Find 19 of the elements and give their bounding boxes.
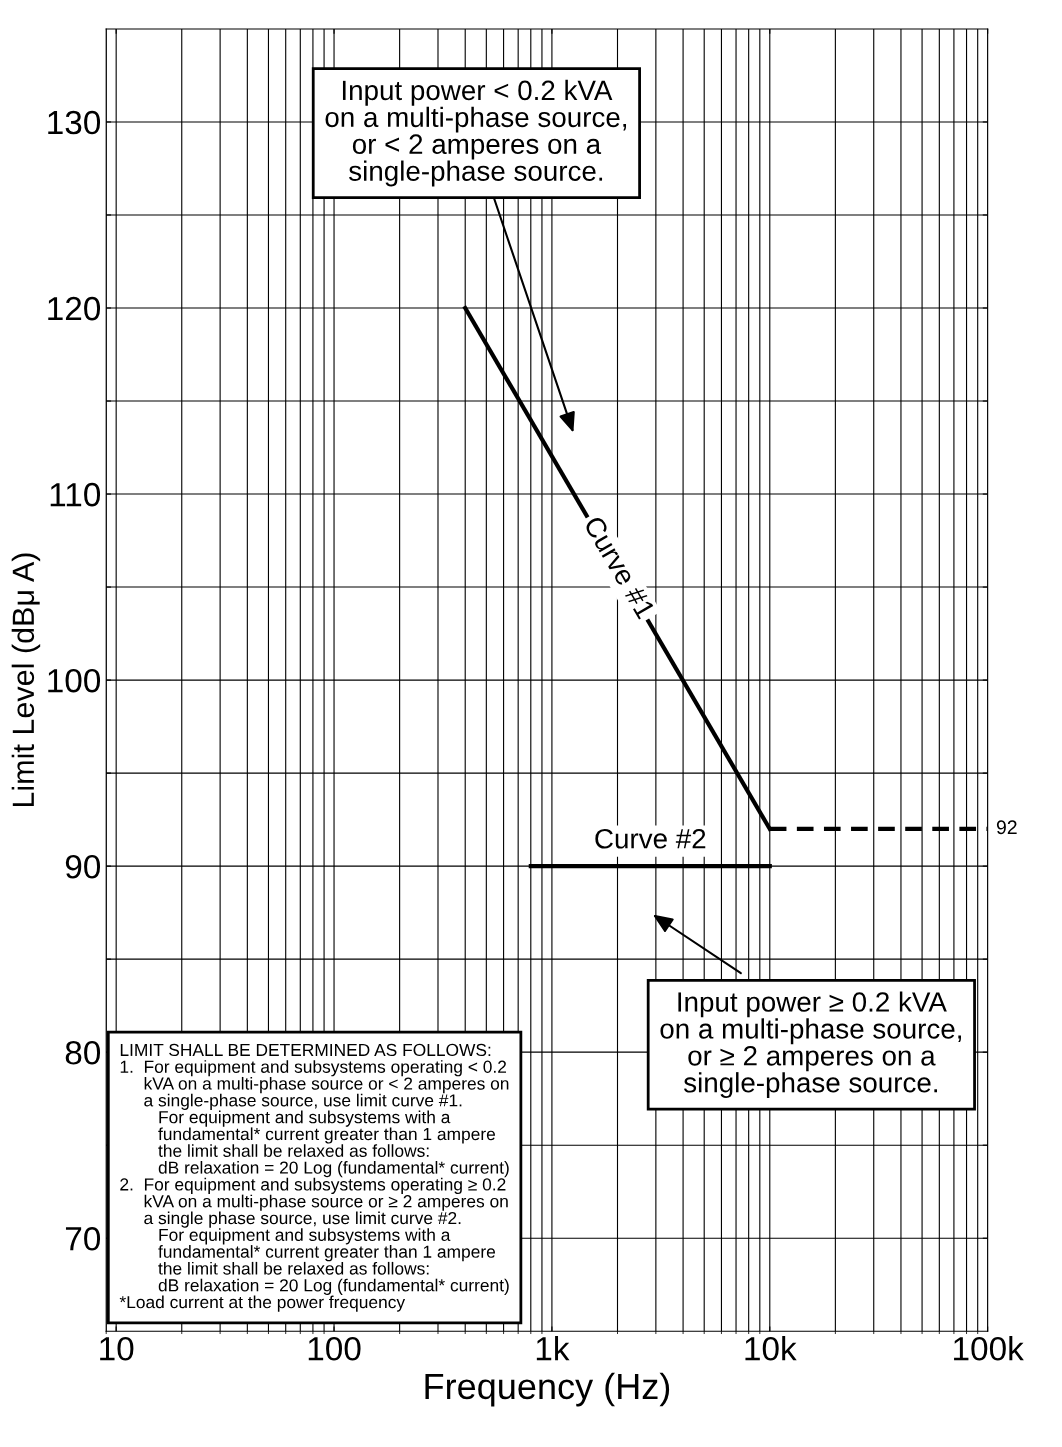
- x-tick-label: 100k: [954, 1336, 1024, 1361]
- text: LIMIT SHALL BE DETERMINED AS FOLLOWS: 1. For equipment and subsystems operating < 0.2 kVA on a multi-phase source or < 2 amperes on a single-phase source, use limit curve #1. For equipment and subsystems with a fundamental* current greater than 1 ampere the limit shall be relaxed as follows: dB relaxation = 20 Log (fundamental* current) 2. For equipment and subsystems operating ≥ 0.2 kVA on a multi-phase source or ≥ 2 amperes on a single phase source, use limit curve #2. For equipment and subsystems with a fundamental* current greater than 1 ampere the limit shall be relaxed as follows: dB relaxation = 20 Log (fundamental* current) *Load current at the power frequency: [119, 1043, 509, 1312]
- annotation: 92: [996, 820, 1017, 835]
- y-tick-label: 120: [48, 296, 101, 321]
- x-tick-label: 1k: [536, 1336, 570, 1361]
- y-tick-label: 130: [48, 110, 101, 135]
- series-label: Curve #2: [595, 828, 706, 849]
- x-tick-label: 10: [100, 1336, 134, 1361]
- y-tick-label: 100: [48, 668, 101, 693]
- x-tick-label: 10k: [745, 1336, 797, 1361]
- y-tick-label: 70: [65, 1227, 101, 1251]
- y-tick-label: 90: [65, 854, 101, 879]
- x-tick-label: 100: [308, 1336, 361, 1361]
- annotation: Input power < 0.2 kVA on a multi-phase source, or < 2 amperes on a single-phase source.: [325, 79, 627, 187]
- y-axis-title: Limit Level (dBμ A): [11, 553, 41, 807]
- annotation: Input power ≥ 0.2 kVA on a multi-phase source, or ≥ 2 amperes on a single-phase source.: [660, 991, 961, 1099]
- y-tick-label: 80: [65, 1040, 101, 1065]
- y-tick-label: 110: [50, 482, 101, 507]
- x-axis-title: Frequency (Hz): [425, 1372, 670, 1407]
